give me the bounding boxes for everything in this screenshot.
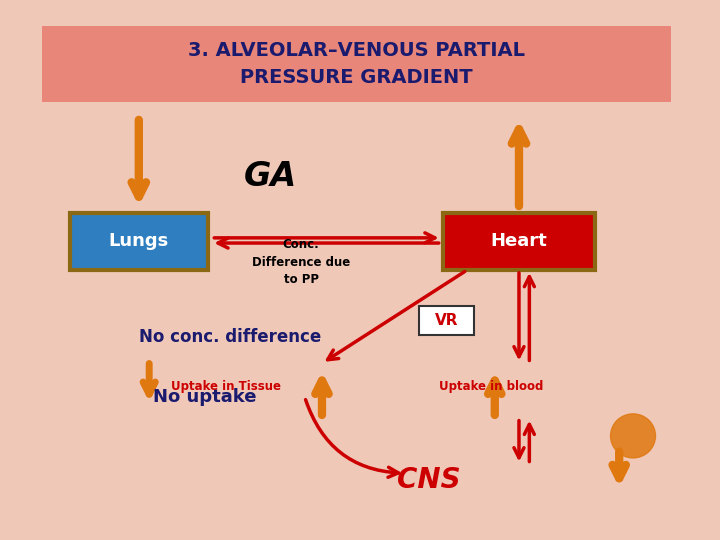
Text: Heart: Heart xyxy=(490,233,547,251)
FancyBboxPatch shape xyxy=(42,26,671,102)
FancyBboxPatch shape xyxy=(419,306,474,335)
Ellipse shape xyxy=(611,414,655,458)
Text: Uptake in blood: Uptake in blood xyxy=(439,380,544,393)
Text: CNS: CNS xyxy=(397,466,461,494)
Text: 3. ALVEOLAR–VENOUS PARTIAL
PRESSURE GRADIENT: 3. ALVEOLAR–VENOUS PARTIAL PRESSURE GRAD… xyxy=(188,42,525,87)
FancyBboxPatch shape xyxy=(70,213,208,270)
Text: Conc.
Difference due
to PP: Conc. Difference due to PP xyxy=(252,238,351,286)
Text: Lungs: Lungs xyxy=(109,233,169,251)
Text: Uptake in Tissue: Uptake in Tissue xyxy=(171,380,281,393)
FancyBboxPatch shape xyxy=(443,213,595,270)
Text: VR: VR xyxy=(435,313,458,328)
Text: No conc. difference: No conc. difference xyxy=(139,328,321,346)
Text: GA: GA xyxy=(243,160,297,193)
Text: No uptake: No uptake xyxy=(153,388,256,406)
